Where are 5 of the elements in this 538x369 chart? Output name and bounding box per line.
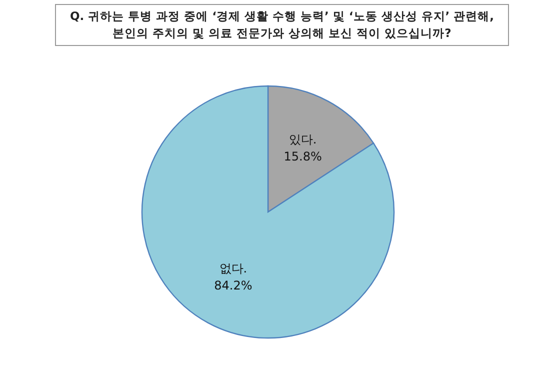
chart-title: Q. 귀하는 투병 과정 중에 ‘경제 생활 수행 능력’ 및 ‘노동 생산성 유지’ 관련해, 본인의 주치의 및 의료 전문가와 상의해 보신 적이 있으십니까?: [55, 4, 509, 46]
data-label: 15.8%: [284, 150, 322, 164]
slice-label: 있다.: [288, 132, 317, 147]
data-label: 84.2%: [214, 278, 252, 292]
slice-label: 없다.: [219, 261, 248, 276]
